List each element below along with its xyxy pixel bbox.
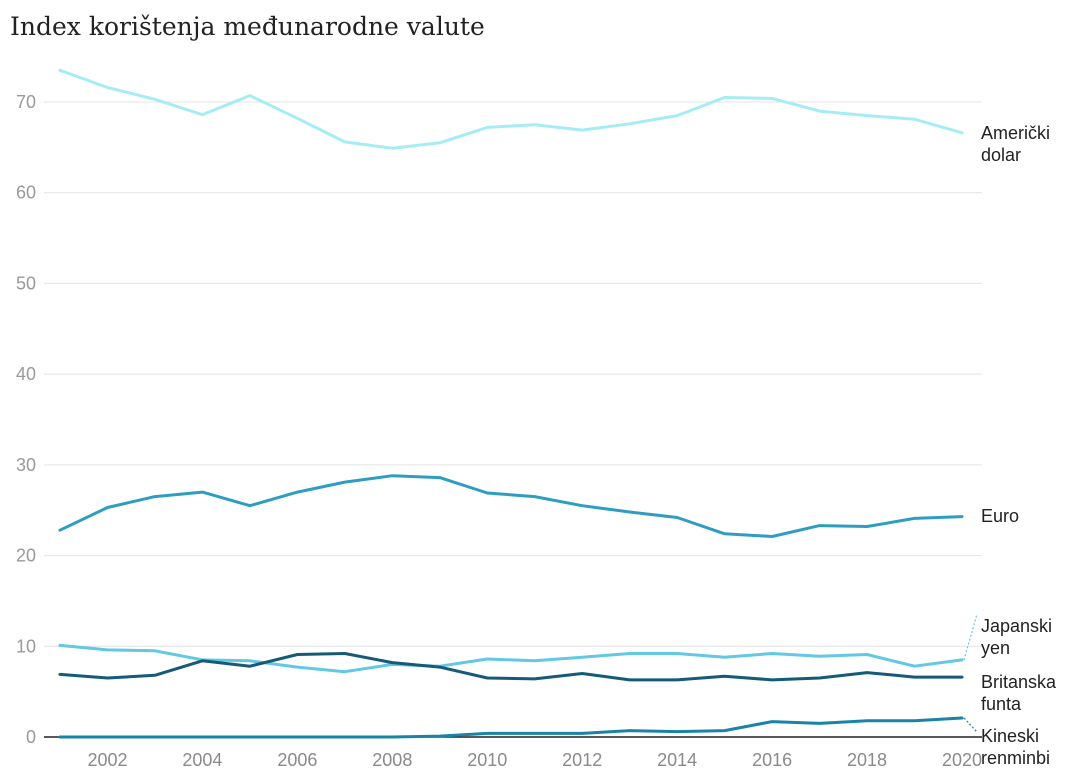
series-label-4: Kineski renminbi <box>981 726 1050 768</box>
y-tick-label-40: 40 <box>16 364 36 384</box>
x-tick-label-2012: 2012 <box>562 750 602 770</box>
y-tick-label-70: 70 <box>16 92 36 112</box>
y-tick-label-50: 50 <box>16 273 36 293</box>
series-leader-4 <box>963 717 978 733</box>
x-tick-label-2008: 2008 <box>372 750 412 770</box>
x-tick-label-2010: 2010 <box>467 750 507 770</box>
series-label-line: yen <box>981 638 1010 658</box>
series-line-2 <box>58 643 964 674</box>
series-label-3: Britanska funta <box>981 672 1057 714</box>
x-tick-label-2002: 2002 <box>87 750 127 770</box>
series-label-line: Kineski <box>981 726 1039 746</box>
x-tick-label-2016: 2016 <box>752 750 792 770</box>
series-label-0: Američki dolar <box>981 123 1050 165</box>
series-line-3 <box>58 652 964 682</box>
series-label-1: Euro <box>981 506 1019 526</box>
series-label-line: Britanska <box>981 672 1057 692</box>
y-tick-label-10: 10 <box>16 636 36 656</box>
series-label-line: Japanski <box>981 616 1052 636</box>
chart-title: Index korištenja međunarodne valute <box>10 12 485 41</box>
series-label-line: Euro <box>981 506 1019 526</box>
x-tick-label-2020: 2020 <box>942 750 982 770</box>
series-label-2: Japanski yen <box>981 616 1052 658</box>
x-tick-label-2014: 2014 <box>657 750 697 770</box>
y-tick-label-60: 60 <box>16 183 36 203</box>
series-label-line: Američki <box>981 123 1050 143</box>
x-tick-label-2004: 2004 <box>182 750 222 770</box>
series-line-1 <box>58 474 964 538</box>
y-tick-label-30: 30 <box>16 455 36 475</box>
y-tick-label-20: 20 <box>16 546 36 566</box>
x-tick-label-2006: 2006 <box>277 750 317 770</box>
series-label-line: funta <box>981 694 1022 714</box>
series-line-4 <box>58 716 964 739</box>
series-label-line: dolar <box>981 145 1021 165</box>
series-label-line: renminbi <box>981 748 1050 768</box>
x-tick-label-2018: 2018 <box>847 750 887 770</box>
series-line-0 <box>58 68 964 150</box>
y-tick-label-0: 0 <box>26 727 36 747</box>
series-leader-2 <box>963 613 978 661</box>
